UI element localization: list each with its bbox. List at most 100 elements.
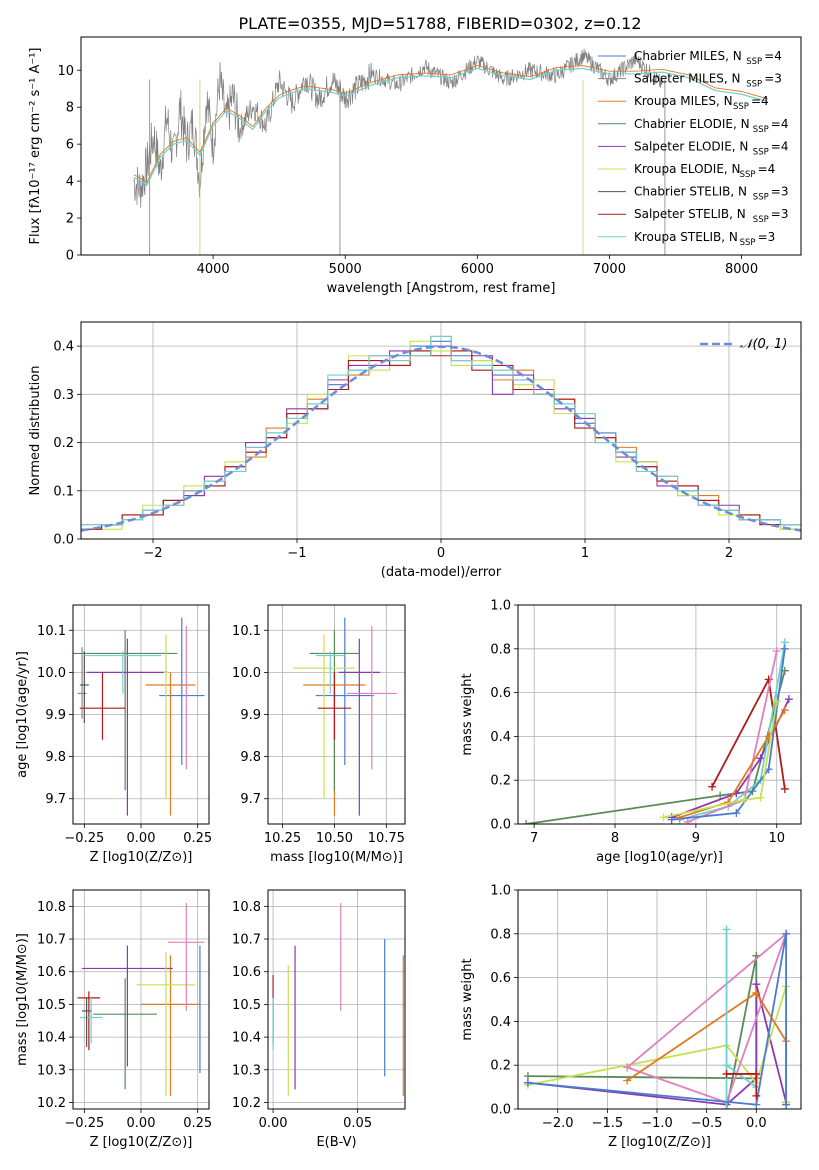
tick-label-y: 10.5 <box>37 998 66 1013</box>
point-marker <box>667 815 676 824</box>
axes-frame <box>72 889 210 1110</box>
point-marker <box>782 929 791 938</box>
tick-label-x: 9 <box>692 831 700 846</box>
tick-label-y: 0.2 <box>490 774 511 789</box>
tick-label-y: 9.7 <box>45 792 66 807</box>
axes-mass-weight-vs-Z: −2.0 −1.5 −1.0 −0.5 0.0 0.0 0.2 0.4 0.6 0.8 1.0 Z [… <box>460 884 802 1150</box>
legend-subscript: SSP <box>746 80 762 90</box>
legend-subscript: SSP <box>740 238 756 248</box>
legend-subscript: SSP <box>753 193 769 203</box>
tick-label-x: 1 <box>581 546 589 561</box>
tick-label-y: 10 <box>57 64 74 79</box>
point-marker <box>756 754 765 763</box>
axes-frame <box>80 321 802 540</box>
plot-area <box>268 605 405 824</box>
weight-line <box>663 701 778 819</box>
tick-label-y: 10.6 <box>37 965 66 980</box>
tick-label-x: −1 <box>287 546 306 561</box>
tick-label-y: 10.4 <box>232 1031 261 1046</box>
legend-entry: Salpeter STELIB, N <box>634 207 746 221</box>
weight-line <box>527 933 788 1106</box>
legend-entry: Salpeter MILES, N <box>634 72 741 86</box>
tick-label-y: 9.9 <box>240 708 261 723</box>
tick-label-x: 10.75 <box>368 831 405 846</box>
point-marker <box>752 1100 761 1109</box>
legend-subscript: SSP <box>733 102 749 112</box>
tick-label-x: 7 <box>530 831 538 846</box>
model-line <box>133 65 769 183</box>
axes-frame <box>80 36 802 256</box>
tick-label-y: 6 <box>66 138 74 153</box>
point-marker <box>780 706 789 715</box>
legend-value: =3 <box>771 185 789 199</box>
legend-value: =4 <box>771 117 789 131</box>
point-marker <box>780 644 789 653</box>
axes-mass-weight-vs-age: 7 8 9 10 0.0 0.2 0.4 0.6 0.8 1.0 age [log10(age/yr… <box>460 599 802 865</box>
x-axis-label: (data-model)/error <box>381 565 502 580</box>
point-marker <box>752 1091 761 1100</box>
tick-label-x: 0 <box>437 546 445 561</box>
legend-value: =4 <box>758 162 776 176</box>
plot-area <box>268 890 405 1109</box>
legend-subscript: SSP <box>753 215 769 225</box>
axes-residuals: −2 −1 0 1 2 0.0 0.1 0.2 0.3 0.4 𝒩(0, 1) (data-model… <box>28 321 802 580</box>
y-axis-label: Normed distribution <box>28 366 43 496</box>
point-marker <box>722 1105 731 1109</box>
axes-frame <box>267 889 406 1110</box>
tick-label-y: 0.8 <box>490 642 511 657</box>
plot-area <box>518 890 801 1109</box>
legend-subscript: SSP <box>753 147 769 157</box>
legend-entry: Chabrier MILES, N <box>634 49 742 63</box>
tick-label-x: −1.5 <box>592 1116 624 1131</box>
tick-label-x: 8000 <box>725 262 758 277</box>
tick-label-y: 0.4 <box>53 340 74 355</box>
tick-label-x: 8 <box>611 831 619 846</box>
tick-label-y: 0.0 <box>490 1103 511 1118</box>
point-marker <box>722 1069 731 1078</box>
y-axis-label: Flux [fλ10⁻¹⁷ erg cm⁻² s⁻¹ A⁻¹] <box>28 48 43 245</box>
point-marker <box>523 1078 532 1087</box>
tick-label-x: 6000 <box>461 262 494 277</box>
tick-label-y: 10.0 <box>37 666 66 681</box>
tick-label-y: 10.7 <box>232 933 261 948</box>
plot-area <box>518 605 801 824</box>
legend-entry: Kroupa ELODIE, N <box>634 162 741 176</box>
point-marker <box>740 795 749 804</box>
tick-label-y: 10.1 <box>232 624 261 639</box>
tick-label-y: 0.2 <box>53 436 74 451</box>
tick-label-x: 0.25 <box>183 831 212 846</box>
tick-label-y: 10.0 <box>232 666 261 681</box>
x-axis-label: age [log10(age/yr)] <box>596 850 723 865</box>
legend-entry: Chabrier ELODIE, N <box>634 117 750 131</box>
tick-label-y: 10.2 <box>232 1096 261 1111</box>
tick-label-y: 10.7 <box>37 933 66 948</box>
tick-label-y: 9.7 <box>240 792 261 807</box>
histogram-step <box>81 335 801 526</box>
tick-label-x: 0.00 <box>259 1116 288 1131</box>
legend-value: =4 <box>771 139 789 153</box>
legend-value: =4 <box>764 49 782 63</box>
tick-label-y: 0.6 <box>490 971 511 986</box>
tick-label-x: 0.0 <box>746 1116 767 1131</box>
tick-label-y: 10.2 <box>37 1096 66 1111</box>
point-marker <box>782 1100 791 1109</box>
tick-label-x: −1.0 <box>641 1116 673 1131</box>
tick-label-x: 10 <box>768 831 785 846</box>
tick-label-y: 10.5 <box>232 998 261 1013</box>
tick-label-x: −0.25 <box>64 1116 104 1131</box>
point-marker <box>752 1069 761 1078</box>
axes-frame <box>517 889 802 1110</box>
tick-label-y: 0.0 <box>53 533 74 548</box>
tick-label-y: 10.3 <box>37 1063 66 1078</box>
tick-label-x: 10.25 <box>264 831 301 846</box>
tick-label-y: 2 <box>66 212 74 227</box>
tick-label-y: 10.3 <box>232 1063 261 1078</box>
tick-label-y: 0.8 <box>490 927 511 942</box>
tick-label-x: 7000 <box>593 262 626 277</box>
tick-label-y: 1.0 <box>490 884 511 899</box>
x-axis-label: Z [log10(Z/Z⊙)] <box>90 850 193 865</box>
tick-label-x: 0.05 <box>343 1116 372 1131</box>
legend-subscript: SSP <box>740 170 756 180</box>
point-marker <box>756 793 765 802</box>
